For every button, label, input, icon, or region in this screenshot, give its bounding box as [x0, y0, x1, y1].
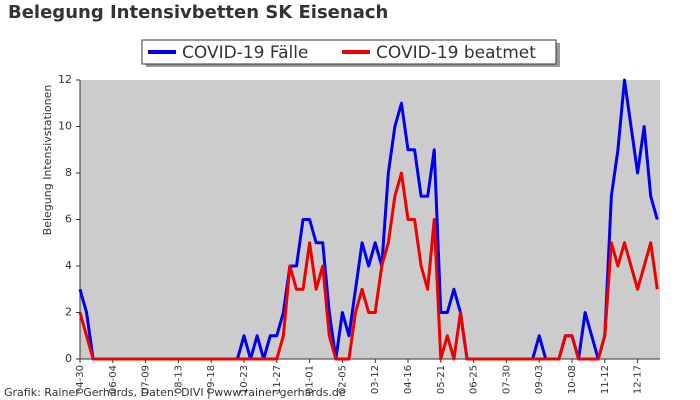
x-tick-label: 04-30 — [75, 365, 86, 394]
legend-label: COVID-19 beatmet — [376, 43, 536, 63]
x-tick-label: 12-17 — [633, 365, 644, 394]
x-tick-label: 01-01 — [305, 365, 316, 394]
y-tick-label: 0 — [65, 352, 72, 365]
y-tick-label: 2 — [65, 306, 72, 319]
x-tick-label: 05-21 — [436, 365, 447, 394]
x-tick-label: 09-18 — [206, 365, 217, 394]
footer: Grafik: Rainer Gerhards, Daten: DIVI | w… — [4, 386, 346, 399]
x-tick-label: 07-30 — [501, 365, 512, 394]
y-tick-label: 10 — [58, 120, 72, 133]
y-tick-label: 8 — [65, 166, 72, 179]
x-tick-label: 09-03 — [534, 365, 545, 394]
x-tick-label: 10-23 — [239, 365, 250, 394]
x-tick-label: 02-05 — [337, 365, 348, 394]
series-line — [78, 171, 659, 361]
x-tick-label: 11-27 — [272, 365, 283, 394]
y-tick-label: 6 — [65, 213, 72, 226]
x-tick-label: 06-04 — [108, 365, 119, 394]
y-axis-label: Belegung Intensivstationen — [41, 85, 54, 236]
x-tick-label: 07-09 — [141, 365, 152, 394]
y-tick-label: 12 — [58, 73, 72, 86]
y-tick-label: 4 — [65, 259, 72, 272]
x-tick-label: 04-16 — [403, 365, 414, 394]
x-tick-label: 06-25 — [469, 365, 480, 394]
x-tick-label: 10-08 — [567, 365, 578, 394]
plot-area — [80, 80, 660, 359]
x-tick-label: 03-12 — [370, 365, 381, 394]
legend-label: COVID-19 Fälle — [182, 43, 308, 63]
chart-title: Belegung Intensivbetten SK Eisenach — [8, 2, 388, 23]
x-tick-label: 08-13 — [173, 365, 184, 394]
x-tick-label: 11-12 — [600, 365, 611, 394]
